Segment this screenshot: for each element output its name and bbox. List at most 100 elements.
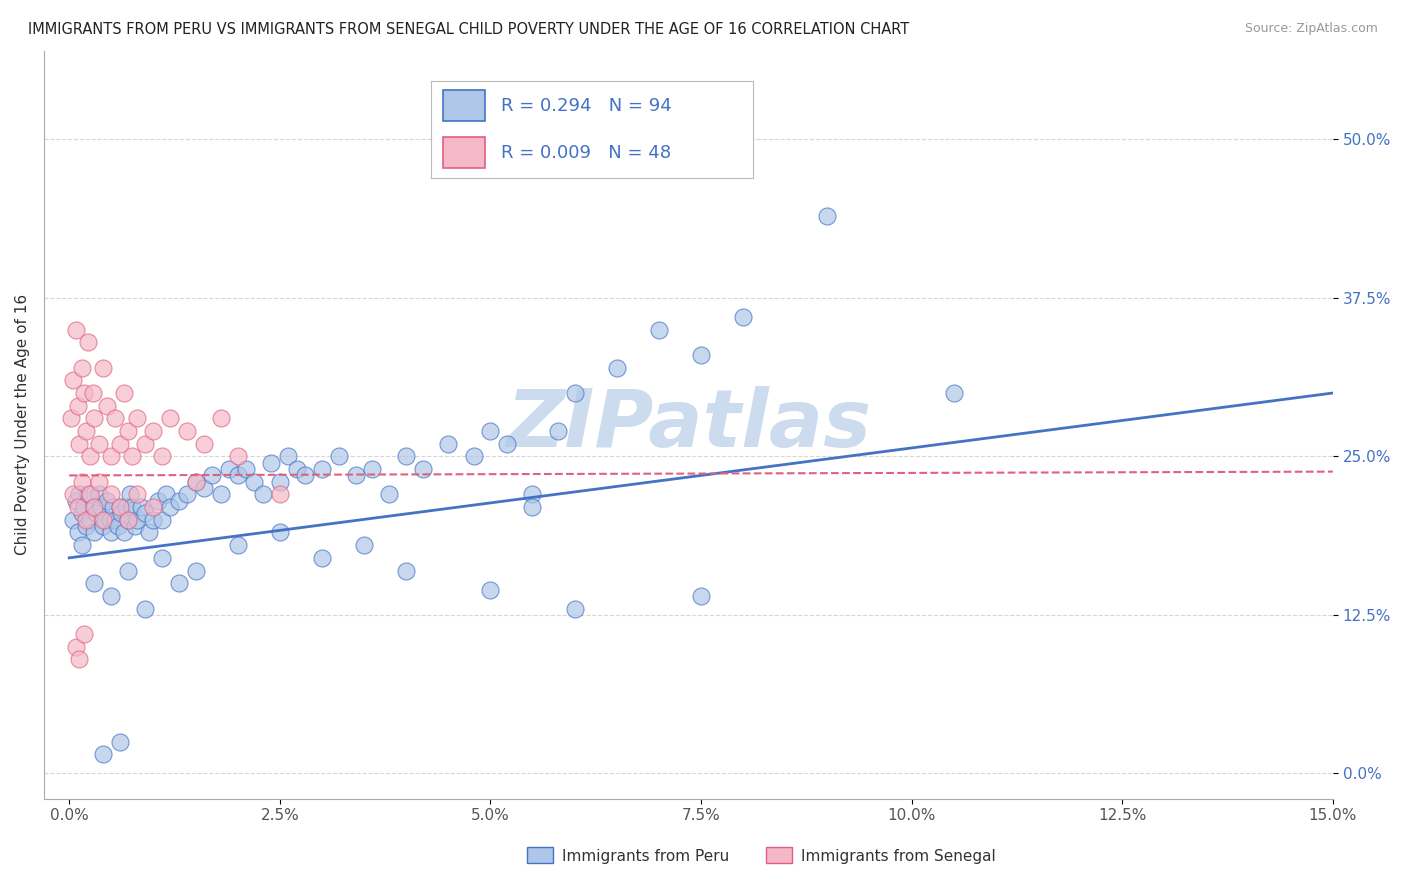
- Point: [62, 373, 84, 387]
- Point: [294, 468, 316, 483]
- Point: [65, 640, 87, 654]
- Text: ZIPatlas: ZIPatlas: [506, 385, 870, 464]
- Point: [193, 436, 215, 450]
- Point: [269, 525, 291, 540]
- Point: [328, 450, 350, 464]
- Point: [83, 525, 105, 540]
- Point: [648, 323, 671, 337]
- Point: [79, 487, 101, 501]
- Point: [134, 436, 156, 450]
- Point: [201, 468, 224, 483]
- Point: [277, 450, 299, 464]
- Point: [87, 487, 110, 501]
- Point: [82, 500, 104, 515]
- Y-axis label: Child Poverty Under the Age of 16: Child Poverty Under the Age of 16: [15, 294, 30, 556]
- Point: [70, 538, 93, 552]
- Point: [252, 487, 274, 501]
- Point: [260, 456, 283, 470]
- Point: [606, 360, 628, 375]
- Point: [167, 493, 190, 508]
- Point: [269, 487, 291, 501]
- Point: [463, 450, 485, 464]
- Point: [91, 360, 114, 375]
- Point: [121, 450, 143, 464]
- Point: [83, 411, 105, 425]
- Point: [226, 538, 249, 552]
- Point: [73, 627, 96, 641]
- Point: [142, 424, 165, 438]
- Point: [129, 500, 152, 515]
- Point: [70, 360, 93, 375]
- Point: [100, 487, 122, 501]
- Text: Source: ZipAtlas.com: Source: ZipAtlas.com: [1244, 22, 1378, 36]
- Point: [159, 500, 181, 515]
- Point: [564, 601, 586, 615]
- Point: [285, 462, 308, 476]
- Point: [82, 386, 104, 401]
- Point: [96, 493, 118, 508]
- Point: [184, 475, 207, 489]
- Point: [112, 525, 135, 540]
- Point: [125, 487, 148, 501]
- Point: [73, 500, 96, 515]
- Point: [437, 436, 460, 450]
- Point: [76, 487, 98, 501]
- Point: [311, 550, 333, 565]
- Point: [125, 513, 148, 527]
- Point: [100, 525, 122, 540]
- Point: [59, 411, 82, 425]
- Point: [96, 399, 118, 413]
- Point: [108, 500, 131, 515]
- Point: [150, 550, 173, 565]
- Point: [75, 513, 97, 527]
- Point: [479, 582, 502, 597]
- Point: [67, 652, 90, 666]
- Point: [142, 513, 165, 527]
- Point: [176, 424, 198, 438]
- Point: [117, 424, 139, 438]
- Point: [87, 475, 110, 489]
- Point: [243, 475, 266, 489]
- Text: Immigrants from Peru: Immigrants from Peru: [562, 849, 730, 863]
- Point: [75, 424, 97, 438]
- Point: [942, 386, 965, 401]
- Point: [121, 500, 143, 515]
- Point: [134, 507, 156, 521]
- Point: [311, 462, 333, 476]
- Point: [226, 468, 249, 483]
- Point: [83, 500, 105, 515]
- Point: [690, 589, 713, 603]
- Point: [79, 513, 101, 527]
- Point: [70, 475, 93, 489]
- Point: [65, 493, 87, 508]
- Point: [138, 525, 160, 540]
- Point: [100, 589, 122, 603]
- Point: [117, 513, 139, 527]
- Point: [155, 487, 177, 501]
- Point: [117, 564, 139, 578]
- Point: [67, 436, 90, 450]
- Point: [159, 411, 181, 425]
- Point: [108, 735, 131, 749]
- Point: [218, 462, 240, 476]
- Point: [353, 538, 375, 552]
- Point: [395, 564, 418, 578]
- Point: [108, 500, 131, 515]
- Point: [65, 323, 87, 337]
- Point: [90, 500, 112, 515]
- Point: [496, 436, 519, 450]
- Point: [100, 450, 122, 464]
- Point: [547, 424, 569, 438]
- Point: [522, 500, 544, 515]
- Point: [125, 411, 148, 425]
- Point: [62, 487, 84, 501]
- Point: [479, 424, 502, 438]
- Point: [66, 500, 89, 515]
- Text: Immigrants from Senegal: Immigrants from Senegal: [801, 849, 997, 863]
- Point: [117, 513, 139, 527]
- Point: [66, 525, 89, 540]
- Point: [184, 475, 207, 489]
- Point: [83, 576, 105, 591]
- Point: [73, 386, 96, 401]
- Point: [522, 487, 544, 501]
